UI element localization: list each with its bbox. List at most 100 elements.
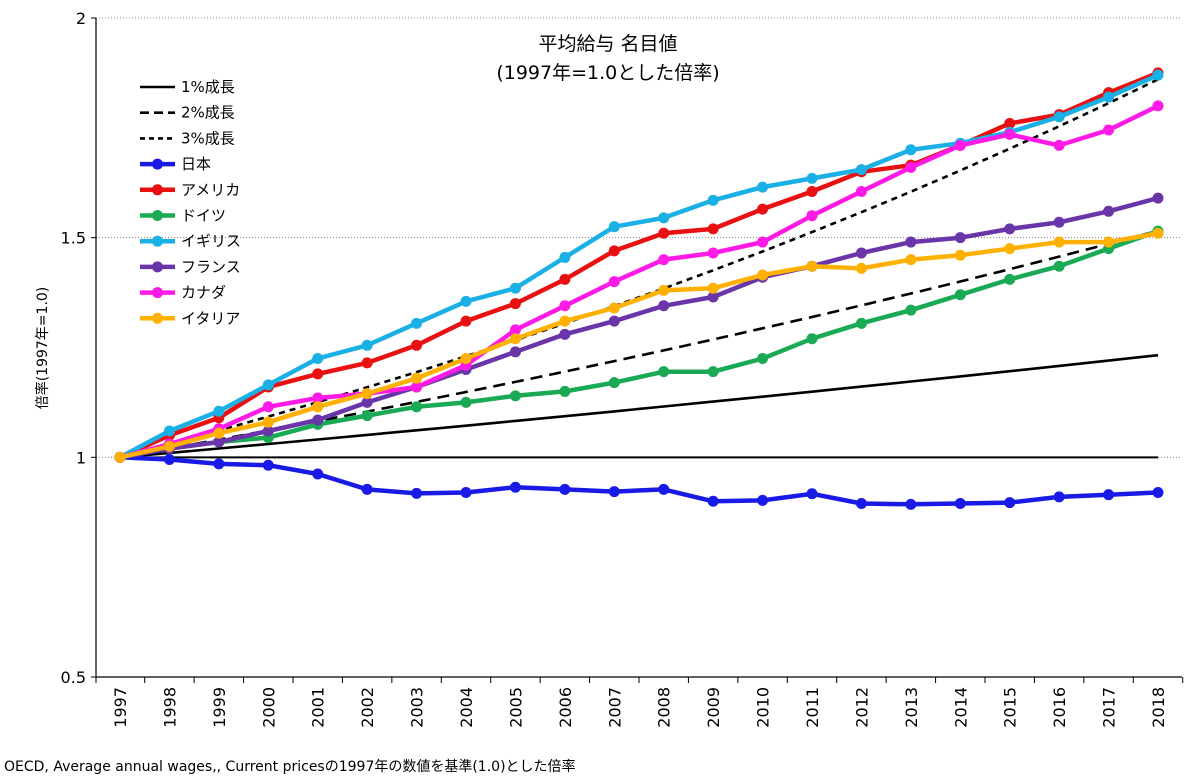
y-tick-label: 1 <box>76 448 86 467</box>
legend-item: 日本 <box>140 155 211 173</box>
data-point <box>707 247 719 259</box>
x-tick-label: 2016 <box>1050 687 1069 728</box>
data-point <box>1103 91 1115 103</box>
data-point <box>559 385 571 397</box>
data-point <box>855 497 867 509</box>
data-point <box>954 249 966 261</box>
data-point <box>1152 227 1164 239</box>
series-8-line <box>119 103 1159 460</box>
legend-label: イタリア <box>181 309 240 327</box>
data-point <box>1103 124 1115 136</box>
legend-item: 3%成長 <box>140 129 235 147</box>
data-point <box>1152 69 1164 81</box>
y-tick-label: 0.5 <box>61 668 86 687</box>
data-point <box>1053 139 1065 151</box>
data-point <box>262 416 274 428</box>
series-0-line <box>119 353 1159 459</box>
data-point <box>707 282 719 294</box>
data-point <box>1152 192 1164 204</box>
data-point <box>460 396 472 408</box>
data-point <box>707 291 719 303</box>
data-point <box>905 304 917 316</box>
data-point <box>757 269 769 281</box>
x-tick-label: 2010 <box>754 687 773 728</box>
legend-item: イギリス <box>140 232 241 250</box>
data-point <box>806 260 818 272</box>
data-point <box>312 401 324 413</box>
data-point <box>559 251 571 263</box>
data-point <box>213 427 225 439</box>
x-tick-label: 1998 <box>160 687 179 728</box>
legend-label: カナダ <box>181 284 226 302</box>
x-tick-label: 2017 <box>1100 687 1119 728</box>
data-point <box>163 454 175 466</box>
data-point <box>312 414 324 426</box>
legend-label: 2%成長 <box>181 104 235 122</box>
data-point <box>658 254 670 266</box>
legend-label: フランス <box>181 258 241 276</box>
legend-marker <box>152 312 163 324</box>
x-tick-labels: 1997 1998 1999 2000 2001 2002 2003 2004 2005 2006… <box>111 687 1168 728</box>
data-point <box>1053 260 1065 272</box>
data-point <box>905 144 917 156</box>
x-tick-label: 2011 <box>803 687 822 728</box>
data-point <box>361 388 373 400</box>
x-tick-label: 2014 <box>951 687 970 728</box>
x-tick-label: 2005 <box>506 687 525 728</box>
data-point <box>361 339 373 351</box>
legend-item: イタリア <box>140 309 240 327</box>
data-point <box>262 425 274 437</box>
data-point <box>1152 486 1164 498</box>
data-point <box>312 368 324 380</box>
data-point <box>905 236 917 248</box>
data-point <box>608 377 620 389</box>
data-point <box>954 289 966 301</box>
data-point <box>509 298 521 310</box>
y-axis-label: 倍率(1997年=1.0) <box>34 287 51 410</box>
data-point <box>411 487 423 499</box>
data-point <box>658 300 670 312</box>
y-tick-labels: 0.5 1 1.5 2 <box>61 9 86 687</box>
data-point <box>658 366 670 378</box>
x-tick-label: 2002 <box>358 687 377 728</box>
data-point <box>806 172 818 184</box>
x-tick-label: 2007 <box>605 687 624 728</box>
series-1-line <box>119 229 1159 459</box>
data-point <box>757 203 769 215</box>
x-tick-label: 2008 <box>655 687 674 728</box>
data-point <box>411 339 423 351</box>
data-point <box>460 315 472 327</box>
data-point <box>707 366 719 378</box>
data-point <box>163 425 175 437</box>
series-6-line <box>118 73 1159 460</box>
series-9-line <box>119 231 1159 460</box>
x-tick-label: 1999 <box>210 687 229 728</box>
data-point <box>1004 497 1016 509</box>
data-point <box>1004 243 1016 255</box>
data-point <box>608 245 620 257</box>
data-point <box>559 315 571 327</box>
data-point <box>757 494 769 506</box>
chart-title: 平均給与 名目値 <box>538 33 677 55</box>
data-point <box>806 333 818 345</box>
legend-label: ドイツ <box>181 207 226 225</box>
data-point <box>608 221 620 233</box>
series-group <box>114 67 1164 510</box>
legend-marker <box>152 158 163 170</box>
series-9 <box>114 227 1164 463</box>
series-1 <box>119 229 1159 459</box>
data-point <box>411 401 423 413</box>
data-point <box>509 282 521 294</box>
data-point <box>312 352 324 364</box>
data-point <box>361 483 373 495</box>
data-point <box>806 210 818 222</box>
x-tick-label: 2009 <box>704 687 723 728</box>
legend-item: 1%成長 <box>140 78 235 96</box>
x-tick-label: 2006 <box>556 687 575 728</box>
data-point <box>658 284 670 296</box>
data-point <box>1053 491 1065 503</box>
chart-subtitle: (1997年=1.0とした倍率) <box>496 62 719 84</box>
data-point <box>411 317 423 329</box>
data-point <box>757 181 769 193</box>
legend-label: イギリス <box>181 232 241 250</box>
